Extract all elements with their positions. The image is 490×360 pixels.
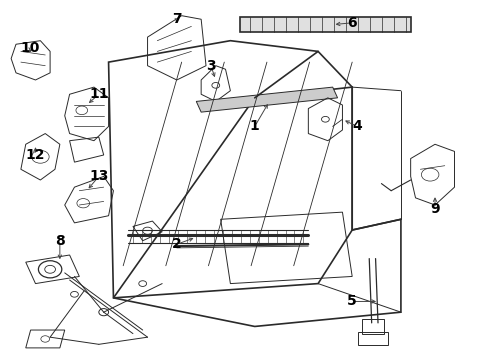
Text: 9: 9 — [430, 202, 440, 216]
Text: 5: 5 — [347, 294, 357, 309]
Bar — [358, 332, 388, 345]
Text: 1: 1 — [250, 120, 260, 134]
Text: 4: 4 — [352, 120, 362, 134]
Text: 11: 11 — [89, 87, 109, 101]
Circle shape — [139, 281, 147, 287]
Polygon shape — [240, 18, 411, 32]
Text: 8: 8 — [55, 234, 65, 248]
Circle shape — [99, 309, 109, 316]
Polygon shape — [196, 87, 338, 112]
Text: 13: 13 — [89, 170, 108, 184]
Text: 6: 6 — [347, 16, 357, 30]
Text: 7: 7 — [172, 12, 182, 26]
Text: 10: 10 — [21, 41, 40, 55]
Text: 3: 3 — [206, 59, 216, 73]
Text: 2: 2 — [172, 237, 182, 251]
Text: 12: 12 — [26, 148, 45, 162]
Circle shape — [71, 292, 78, 297]
